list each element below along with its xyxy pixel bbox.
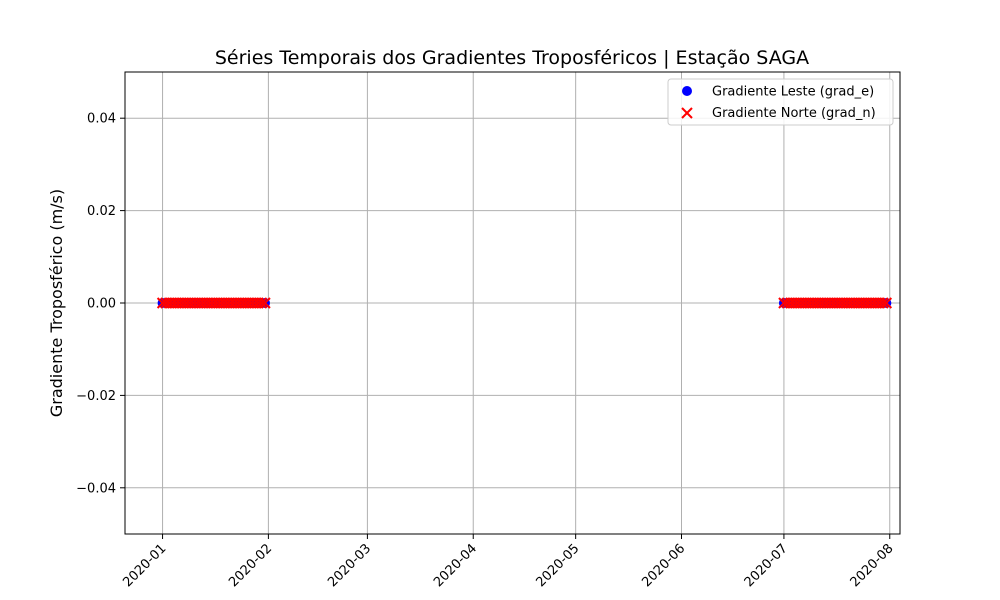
legend: Gradiente Leste (grad_e) Gradiente Norte… xyxy=(667,78,894,126)
y-tick-label: −0.04 xyxy=(76,481,116,496)
data-point-grad-n xyxy=(255,297,268,309)
legend-frame xyxy=(667,78,894,126)
x-tick-label: 2020-07 xyxy=(742,541,791,590)
data-point-grad-n xyxy=(877,297,889,309)
chart-title: Séries Temporais dos Gradientes Troposfé… xyxy=(215,47,809,69)
legend-marker-circle xyxy=(682,86,692,96)
data-layer xyxy=(156,297,893,309)
legend-label-grad-e: Gradiente Leste (grad_e) xyxy=(712,85,874,100)
tick-layer: 2020-01 2020-02 2020-03 2020-04 2020-05 2020-… xyxy=(76,112,896,591)
y-tick-label: 0.00 xyxy=(87,297,116,312)
x-tick-label: 2020-06 xyxy=(639,541,688,590)
y-axis-label: Gradiente Troposférico (m/s) xyxy=(47,189,66,417)
x-tick-label: 2020-04 xyxy=(431,541,480,590)
x-tick-label: 2020-01 xyxy=(120,541,169,590)
x-tick-label: 2020-05 xyxy=(533,541,582,590)
x-tick-label: 2020-08 xyxy=(848,541,897,590)
legend-marker-x xyxy=(681,107,693,119)
y-tick-label: 0.04 xyxy=(87,112,116,127)
data-point-grad-n xyxy=(880,297,893,309)
y-tick-label: −0.02 xyxy=(76,389,116,404)
y-tick-label: 0.02 xyxy=(87,204,116,219)
x-tick-label: 2020-03 xyxy=(325,541,374,590)
legend-label-grad-n: Gradiente Norte (grad_n) xyxy=(712,106,876,121)
x-tick-label: 2020-02 xyxy=(226,541,275,590)
data-point-grad-n xyxy=(259,297,271,309)
